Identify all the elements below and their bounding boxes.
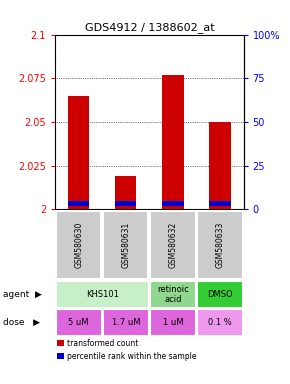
Bar (197, 310, 243, 336)
Text: GSM580633: GSM580633 (215, 222, 224, 268)
Bar (197, 281, 243, 308)
Bar (209, 200, 231, 206)
Bar (103, 310, 149, 336)
Bar (162, 75, 184, 209)
Text: 5 uM: 5 uM (68, 318, 89, 327)
Text: 1 uM: 1 uM (163, 318, 183, 327)
Bar (68, 200, 89, 206)
Bar (56, 211, 101, 279)
Text: KHS101: KHS101 (86, 290, 119, 299)
Bar (68, 96, 89, 209)
Text: dose   ▶: dose ▶ (3, 318, 40, 327)
Text: retinoic
acid: retinoic acid (157, 285, 189, 304)
Bar (209, 122, 231, 209)
Text: DMSO: DMSO (207, 290, 233, 299)
Bar (150, 310, 196, 336)
Text: agent  ▶: agent ▶ (3, 290, 42, 299)
Bar (150, 211, 195, 279)
Bar (197, 211, 243, 279)
Bar (103, 211, 148, 279)
Legend: transformed count, percentile rank within the sample: transformed count, percentile rank withi… (57, 339, 196, 361)
Bar (56, 281, 149, 308)
Bar (115, 200, 136, 206)
Bar (115, 176, 136, 209)
Text: GSM580630: GSM580630 (74, 222, 83, 268)
Title: GDS4912 / 1388602_at: GDS4912 / 1388602_at (85, 22, 214, 33)
Text: GSM580631: GSM580631 (121, 222, 130, 268)
Bar (56, 310, 102, 336)
Text: 0.1 %: 0.1 % (208, 318, 232, 327)
Bar (150, 281, 196, 308)
Text: GSM580632: GSM580632 (168, 222, 177, 268)
Bar (162, 200, 184, 206)
Text: 1.7 uM: 1.7 uM (112, 318, 140, 327)
